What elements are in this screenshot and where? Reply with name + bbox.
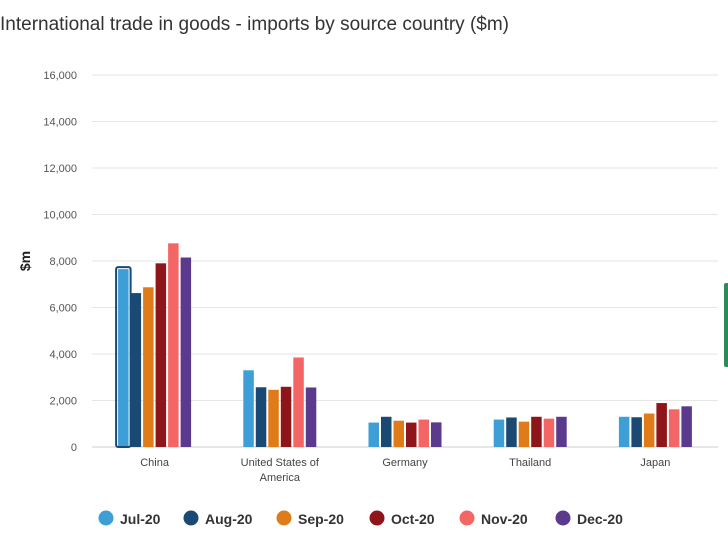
- y-tick-label: 4,000: [49, 349, 77, 361]
- bar-oct-20-united-states-of-america[interactable]: [280, 386, 292, 447]
- bar-oct-20-china[interactable]: [155, 263, 167, 447]
- bar-jul-20-thailand[interactable]: [493, 419, 505, 447]
- bar-sep-20-japan[interactable]: [643, 413, 655, 447]
- bar-sep-20-thailand[interactable]: [518, 421, 530, 447]
- chart-title: International trade in goods - imports b…: [0, 14, 510, 35]
- legend-marker[interactable]: [459, 510, 475, 526]
- x-tick-label: China: [140, 457, 170, 469]
- legend-label[interactable]: Dec-20: [577, 511, 623, 527]
- y-tick-label: 8,000: [49, 256, 77, 268]
- side-panel-tab[interactable]: [724, 283, 728, 367]
- x-tick-label: Germany: [382, 457, 428, 469]
- y-axis-title: $m: [17, 251, 33, 271]
- y-tick-label: 16,000: [43, 70, 77, 82]
- legend-label[interactable]: Oct-20: [391, 511, 435, 527]
- legend-label[interactable]: Jul-20: [120, 511, 161, 527]
- x-tick-label: United States of America: [241, 457, 320, 484]
- legend-marker[interactable]: [276, 510, 292, 526]
- legend-label[interactable]: Aug-20: [205, 511, 253, 527]
- legend-marker[interactable]: [369, 510, 385, 526]
- y-tick-label: 12,000: [43, 163, 77, 175]
- bar-aug-20-germany[interactable]: [381, 416, 392, 447]
- bar-dec-20-japan[interactable]: [681, 406, 692, 447]
- legend-label[interactable]: Nov-20: [481, 511, 528, 527]
- bar-aug-20-thailand[interactable]: [506, 417, 517, 447]
- bar-dec-20-thailand[interactable]: [556, 416, 567, 447]
- bar-sep-20-germany[interactable]: [393, 420, 405, 447]
- bar-nov-20-japan[interactable]: [668, 409, 680, 447]
- y-tick-label: 2,000: [49, 396, 77, 408]
- bar-nov-20-thailand[interactable]: [543, 418, 555, 447]
- bar-dec-20-germany[interactable]: [431, 422, 442, 447]
- y-tick-label: 0: [71, 442, 77, 454]
- bar-sep-20-china[interactable]: [143, 287, 154, 447]
- legend-marker[interactable]: [183, 510, 199, 526]
- bar-jul-20-united-states-of-america[interactable]: [243, 370, 254, 447]
- y-tick-label: 14,000: [43, 117, 77, 129]
- bar-nov-20-united-states-of-america[interactable]: [293, 357, 304, 447]
- legend-label[interactable]: Sep-20: [298, 511, 344, 527]
- legend-marker[interactable]: [555, 510, 571, 526]
- x-tick-label: Thailand: [509, 457, 551, 469]
- bar-oct-20-germany[interactable]: [406, 422, 417, 447]
- y-tick-label: 6,000: [49, 303, 77, 315]
- bar-aug-20-japan[interactable]: [631, 417, 642, 447]
- x-tick-label: Japan: [640, 457, 670, 469]
- bar-aug-20-china[interactable]: [130, 293, 142, 447]
- bar-dec-20-china[interactable]: [180, 257, 192, 447]
- bar-nov-20-germany[interactable]: [418, 419, 430, 447]
- bar-jul-20-china[interactable]: [118, 269, 129, 447]
- y-tick-label: 10,000: [43, 210, 77, 222]
- bar-oct-20-thailand[interactable]: [531, 416, 542, 447]
- bar-jul-20-germany[interactable]: [368, 422, 380, 447]
- bar-nov-20-china[interactable]: [168, 243, 179, 447]
- bar-sep-20-united-states-of-america[interactable]: [268, 389, 279, 447]
- bar-dec-20-united-states-of-america[interactable]: [305, 387, 317, 447]
- bar-oct-20-japan[interactable]: [656, 403, 667, 447]
- bar-jul-20-japan[interactable]: [618, 416, 630, 447]
- bar-aug-20-united-states-of-america[interactable]: [255, 387, 267, 447]
- legend-marker[interactable]: [98, 510, 114, 526]
